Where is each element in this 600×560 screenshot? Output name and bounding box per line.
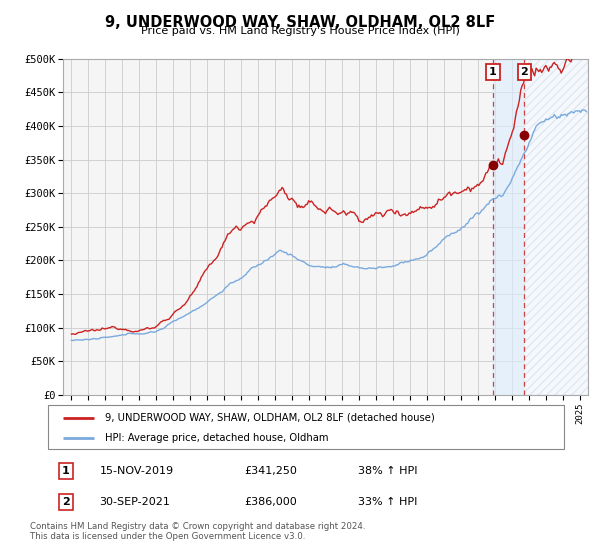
Text: Price paid vs. HM Land Registry's House Price Index (HPI): Price paid vs. HM Land Registry's House …: [140, 26, 460, 36]
Text: 33% ↑ HPI: 33% ↑ HPI: [358, 497, 417, 507]
Text: 38% ↑ HPI: 38% ↑ HPI: [358, 466, 417, 476]
Bar: [524, 59, 588, 395]
Text: 15-NOV-2019: 15-NOV-2019: [100, 466, 174, 476]
Text: 2: 2: [521, 67, 529, 77]
Bar: [524, 59, 588, 395]
Bar: [524, 59, 588, 395]
FancyBboxPatch shape: [48, 405, 564, 449]
Text: 9, UNDERWOOD WAY, SHAW, OLDHAM, OL2 8LF: 9, UNDERWOOD WAY, SHAW, OLDHAM, OL2 8LF: [105, 15, 495, 30]
Text: 1: 1: [62, 466, 70, 476]
Text: Contains HM Land Registry data © Crown copyright and database right 2024.
This d: Contains HM Land Registry data © Crown c…: [30, 522, 365, 542]
Text: £386,000: £386,000: [244, 497, 297, 507]
Text: £341,250: £341,250: [244, 466, 297, 476]
Text: 30-SEP-2021: 30-SEP-2021: [100, 497, 170, 507]
Text: 1: 1: [489, 67, 497, 77]
Text: 9, UNDERWOOD WAY, SHAW, OLDHAM, OL2 8LF (detached house): 9, UNDERWOOD WAY, SHAW, OLDHAM, OL2 8LF …: [105, 413, 434, 423]
Text: 2: 2: [62, 497, 70, 507]
Bar: [493, 59, 524, 395]
Text: HPI: Average price, detached house, Oldham: HPI: Average price, detached house, Oldh…: [105, 433, 328, 443]
